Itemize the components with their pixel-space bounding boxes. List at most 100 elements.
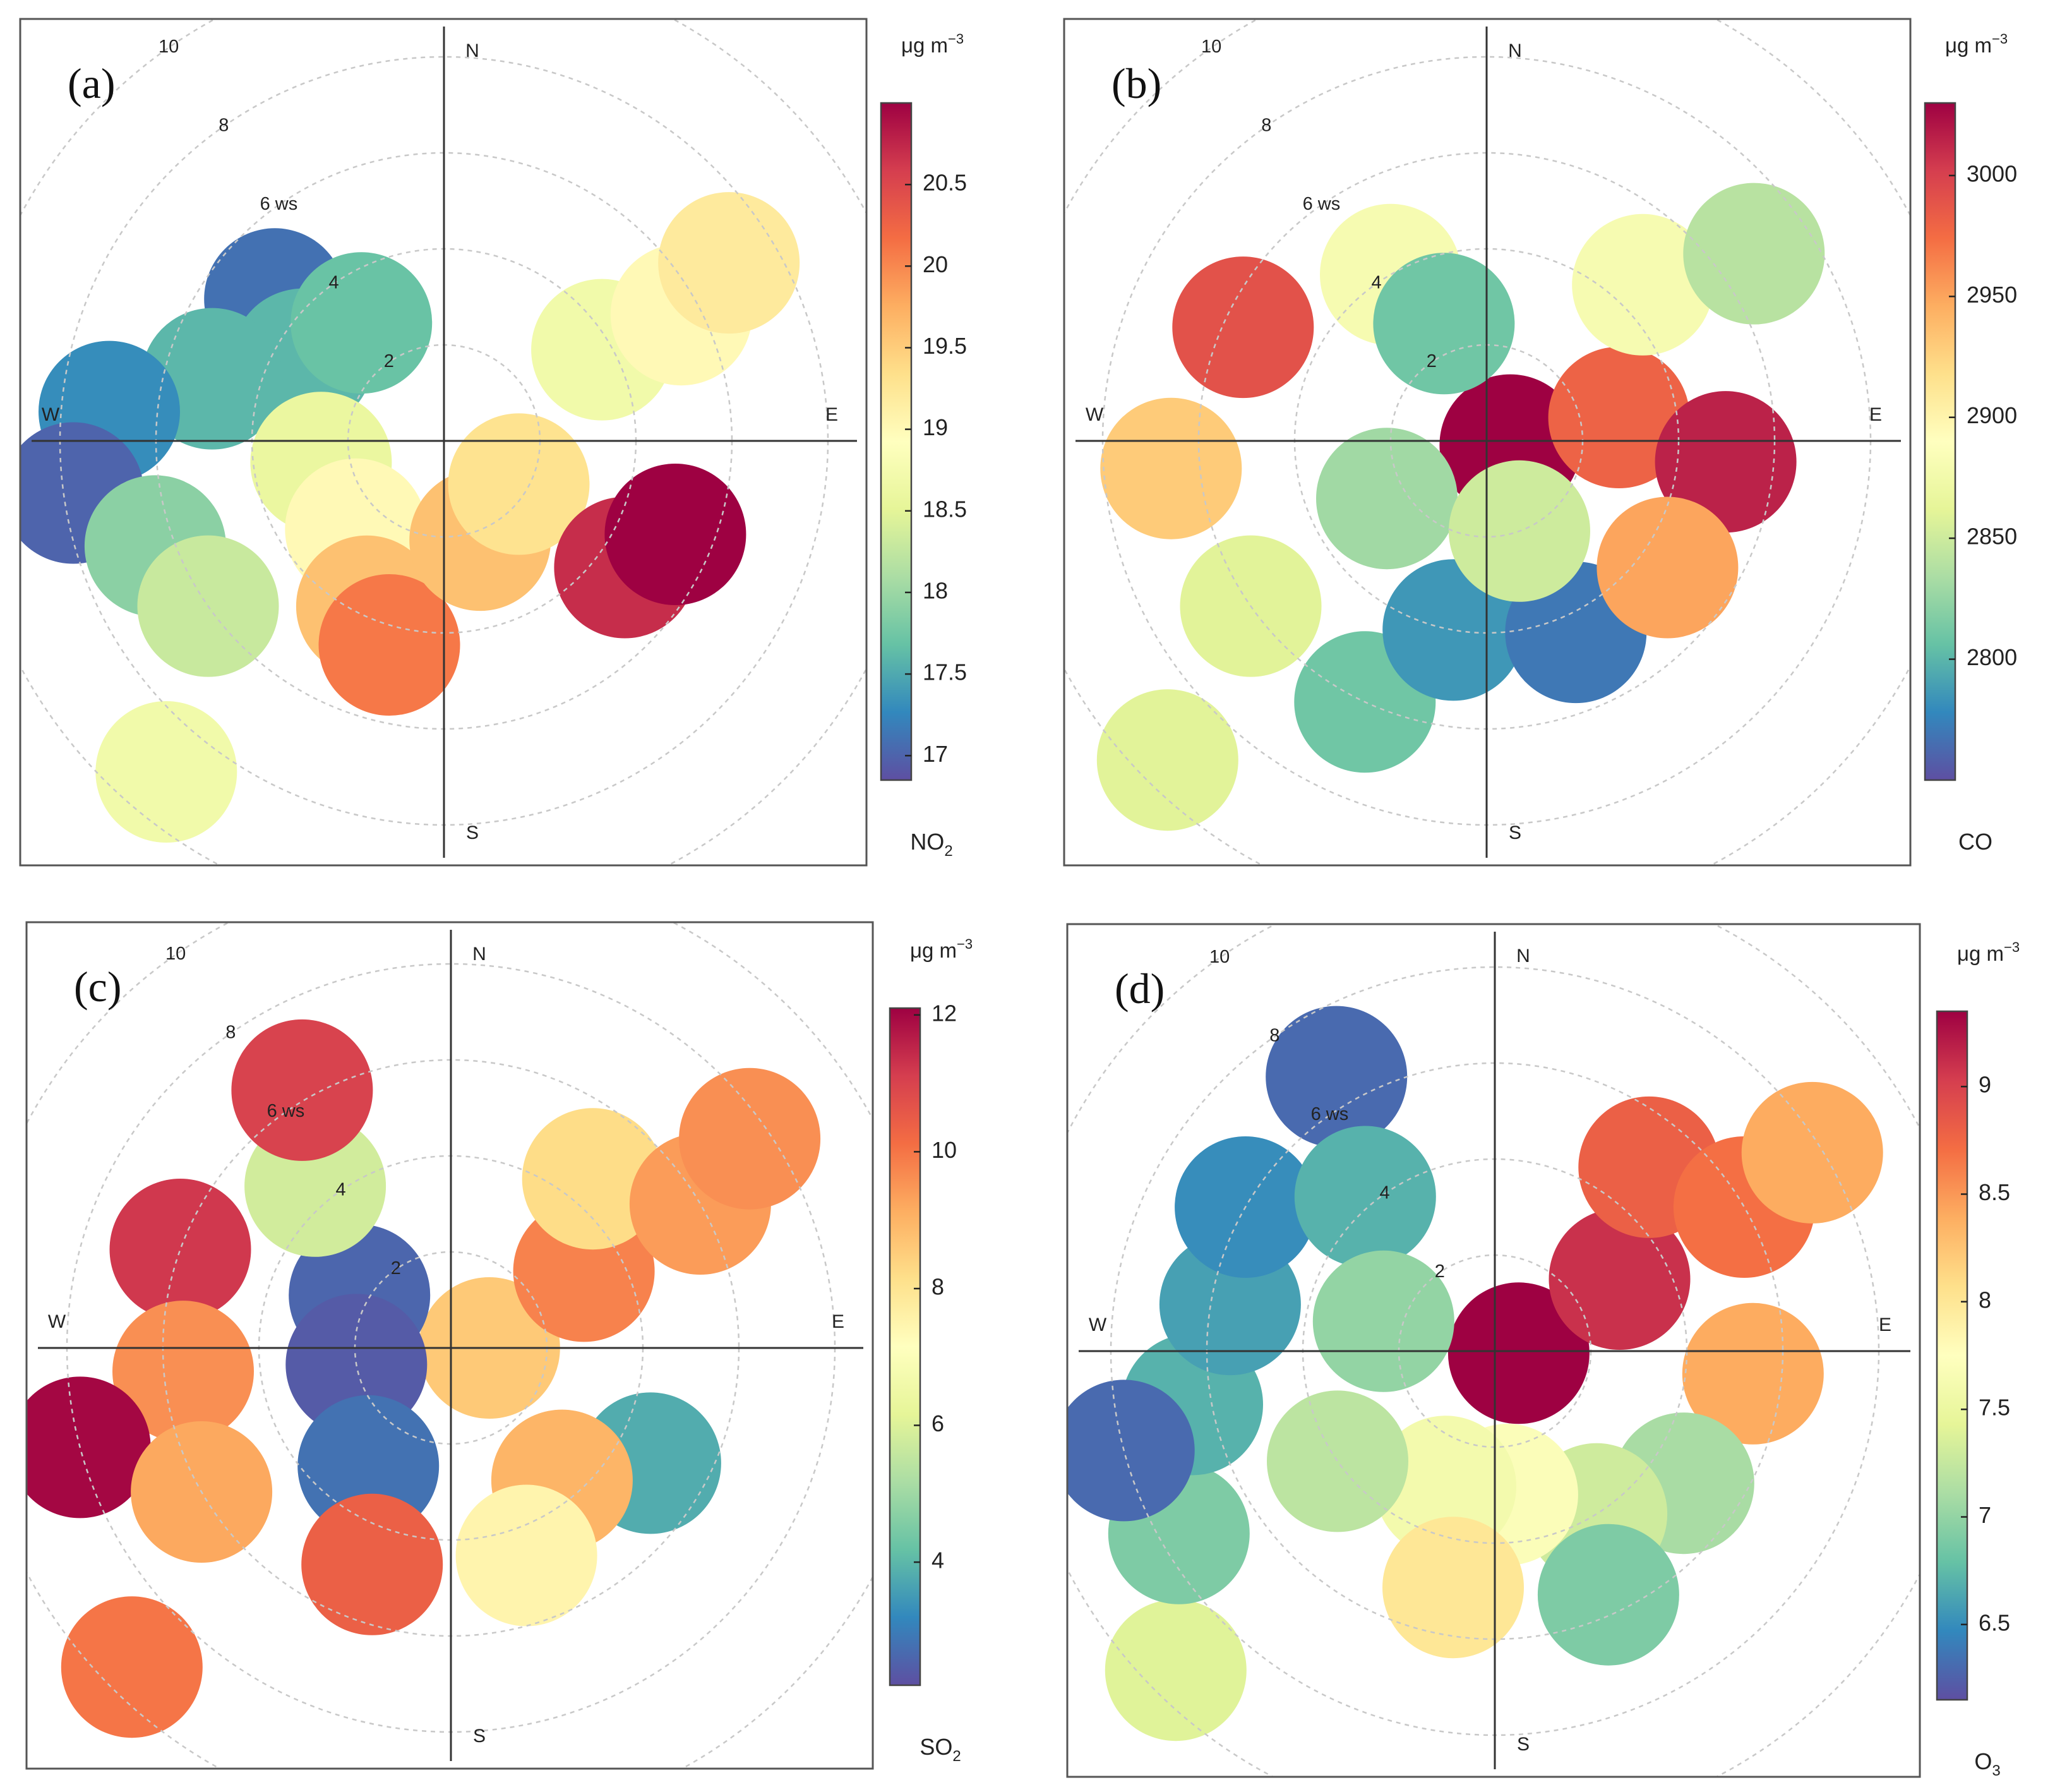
pollutant-name: O bbox=[1974, 1748, 1992, 1774]
unit-exponent: −3 bbox=[2004, 939, 2020, 955]
colorbar-tick-label: 2950 bbox=[1967, 282, 2017, 308]
unit-exponent: −3 bbox=[957, 936, 973, 952]
ws-ring-label: 8 bbox=[1261, 116, 1271, 136]
ws-ring-label: 2 bbox=[1435, 1261, 1445, 1282]
panel-letter: (c) bbox=[74, 963, 121, 1011]
compass-w: W bbox=[1086, 404, 1104, 425]
pollutant-subscript: 3 bbox=[1992, 1762, 2000, 1779]
ws-ring-label: 6 ws bbox=[260, 194, 298, 214]
concentration-blob bbox=[1312, 1250, 1454, 1392]
concentration-blob bbox=[1096, 689, 1238, 831]
panel-frame bbox=[25, 921, 874, 1770]
ws-ring-label: 4 bbox=[1372, 273, 1382, 293]
colorbar-tick-label: 8 bbox=[1979, 1287, 1991, 1313]
unit-base: μg m bbox=[1957, 942, 2004, 965]
pollutant-name: SO bbox=[920, 1734, 952, 1760]
panel-letter: (d) bbox=[1115, 965, 1165, 1013]
ws-ring-label: 4 bbox=[329, 273, 339, 293]
panel-frame bbox=[19, 18, 868, 867]
pollutant-label: O3 bbox=[1974, 1748, 2000, 1779]
concentration-blob bbox=[112, 1301, 254, 1443]
colorbar bbox=[1937, 1011, 1967, 1700]
concentration-blob bbox=[1597, 496, 1739, 639]
concentration-blob bbox=[1266, 1006, 1408, 1148]
concentration-surface bbox=[20, 192, 800, 843]
colorbar-tick-label: 17.5 bbox=[923, 659, 967, 685]
concentration-blob bbox=[1548, 347, 1690, 488]
concentration-blob bbox=[109, 1179, 251, 1320]
compass-w: W bbox=[1089, 1314, 1107, 1335]
ws-ring-label: 10 bbox=[1201, 37, 1221, 57]
panel-frame bbox=[1063, 18, 1912, 867]
compass-s: S bbox=[1509, 822, 1521, 843]
colorbar-tick-label: 6 bbox=[932, 1410, 944, 1436]
concentration-blob bbox=[1382, 1517, 1524, 1659]
colorbar-tick-label: 4 bbox=[932, 1548, 944, 1573]
concentration-blob bbox=[1682, 1302, 1824, 1445]
concentration-surface bbox=[27, 1019, 821, 1738]
unit-label: μg m−3 bbox=[1945, 31, 2008, 57]
compass-e: E bbox=[1879, 1314, 1891, 1335]
polar-panel: 2 4 6 ws 8 10 N S W E (a) 17 17.5 18 18.5 19 19.5 20 20.5… bbox=[19, 18, 967, 867]
concentration-blob bbox=[61, 1596, 203, 1738]
pollutant-subscript: 2 bbox=[944, 843, 952, 860]
ws-ring-label: 6 ws bbox=[267, 1101, 305, 1121]
colorbar-tick-label: 2850 bbox=[1967, 524, 2017, 550]
compass-s: S bbox=[473, 1726, 486, 1747]
colorbar-tick-label: 8.5 bbox=[1979, 1179, 2010, 1205]
panel-letter: (b) bbox=[1111, 59, 1161, 107]
compass-e: E bbox=[825, 404, 838, 425]
concentration-blob bbox=[318, 574, 460, 716]
colorbar bbox=[881, 103, 911, 780]
colorbar bbox=[1925, 103, 1955, 780]
ws-ring-label: 4 bbox=[1380, 1183, 1390, 1203]
colorbar-tick-label: 7 bbox=[1979, 1502, 1991, 1528]
unit-exponent: −3 bbox=[948, 31, 964, 47]
colorbar bbox=[890, 1008, 920, 1685]
unit-base: μg m bbox=[910, 939, 957, 962]
compass-n: N bbox=[1508, 40, 1522, 61]
concentration-blob bbox=[291, 252, 433, 394]
concentration-blob bbox=[27, 1376, 151, 1518]
concentration-blob bbox=[301, 1493, 443, 1635]
ws-ring-label: 6 ws bbox=[1303, 194, 1341, 214]
pollutant-name: NO bbox=[910, 829, 944, 855]
ws-ring-label: 10 bbox=[165, 944, 186, 964]
concentration-blob bbox=[1683, 183, 1825, 325]
compass-e: E bbox=[1869, 404, 1882, 425]
colorbar-tick-label: 9 bbox=[1979, 1072, 1991, 1098]
colorbar-frame bbox=[1936, 1010, 1968, 1701]
pollutant-label: CO bbox=[1958, 829, 1992, 855]
unit-label: μg m−3 bbox=[1957, 939, 2020, 965]
concentration-surface bbox=[1067, 1006, 1883, 1741]
concentration-blob bbox=[522, 1108, 664, 1250]
colorbar-tick-label: 19 bbox=[923, 414, 948, 440]
colorbar-tick-label: 6.5 bbox=[1979, 1609, 2010, 1635]
panel-letter: (a) bbox=[68, 59, 115, 107]
polar-panel: 2 4 6 ws 8 10 N S W E (b) 2800 2850 2900 2950 3000 μg m… bbox=[1063, 18, 2017, 867]
panel-frame bbox=[1066, 923, 1921, 1778]
concentration-blob bbox=[1294, 1126, 1436, 1268]
ws-ring-label: 8 bbox=[1269, 1026, 1279, 1046]
colorbar-frame bbox=[880, 102, 913, 781]
unit-exponent: −3 bbox=[1992, 31, 2008, 47]
colorbar-tick-label: 18.5 bbox=[923, 496, 967, 522]
compass-n: N bbox=[1516, 946, 1530, 966]
compass-n: N bbox=[472, 944, 486, 965]
concentration-blob bbox=[1572, 213, 1714, 356]
pollutant-name: CO bbox=[1958, 829, 1992, 855]
colorbar-tick-label: 2800 bbox=[1967, 644, 2017, 670]
compass-e: E bbox=[832, 1311, 844, 1332]
ws-ring-label: 8 bbox=[219, 116, 229, 136]
concentration-blob bbox=[1447, 1282, 1590, 1424]
concentration-blob bbox=[604, 464, 746, 605]
concentration-blob bbox=[1373, 253, 1515, 395]
concentration-blob bbox=[1067, 1380, 1195, 1522]
ws-ring-label: 4 bbox=[336, 1180, 346, 1200]
concentration-blob bbox=[658, 192, 800, 334]
colorbar-tick-label: 2900 bbox=[1967, 402, 2017, 428]
concentration-blob bbox=[1100, 397, 1242, 539]
concentration-blob bbox=[231, 1019, 373, 1161]
